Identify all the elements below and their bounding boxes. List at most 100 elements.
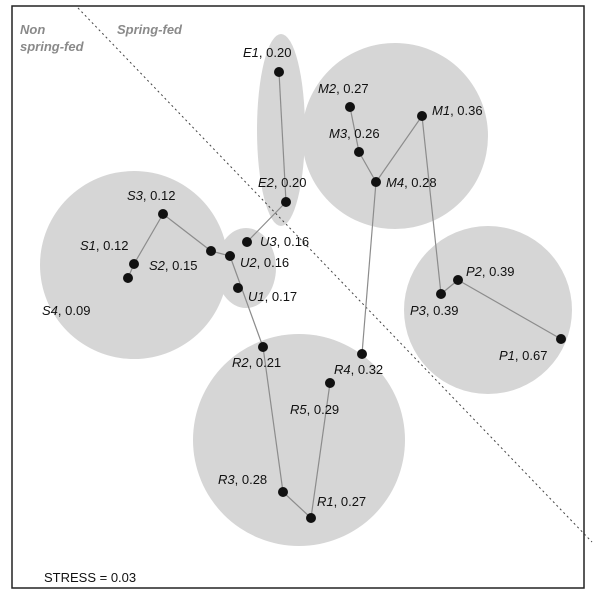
cluster-p <box>404 226 572 394</box>
point-label-p2: P2, 0.39 <box>466 264 514 279</box>
point-value: , 0.20 <box>274 175 307 190</box>
point-value: , 0.27 <box>334 494 367 509</box>
point-id: P1 <box>499 348 515 363</box>
point-label-p3: P3, 0.39 <box>410 303 458 318</box>
point-value: , 0.39 <box>426 303 459 318</box>
link-line-u3-e2 <box>246 201 287 243</box>
point-label-m4: M4, 0.28 <box>386 175 437 190</box>
point-label-u3: U3, 0.16 <box>260 234 309 249</box>
point-id: R4 <box>334 362 351 377</box>
point-value: , 0.26 <box>347 126 380 141</box>
point-value: , 0.12 <box>143 188 176 203</box>
point-u1 <box>233 283 243 293</box>
point-value: , 0.29 <box>307 402 340 417</box>
point-value: , 0.28 <box>404 175 437 190</box>
point-id: E1 <box>243 45 259 60</box>
sample-points <box>123 67 566 523</box>
cluster-r <box>193 334 405 546</box>
point-r1 <box>306 513 316 523</box>
point-id: U3 <box>260 234 277 249</box>
point-label-u2: U2, 0.16 <box>240 255 289 270</box>
point-label-m2: M2, 0.27 <box>318 81 369 96</box>
point-id: M2 <box>318 81 337 96</box>
point-p3 <box>436 289 446 299</box>
trajectory-line-s <box>133 213 164 265</box>
trajectory-line-m <box>358 151 377 183</box>
point-value: , 0.16 <box>277 234 310 249</box>
point-value: , 0.32 <box>351 362 384 377</box>
point-label-p1: P1, 0.67 <box>499 348 547 363</box>
region-label-spring-fed-left: spring-fed <box>20 39 85 54</box>
point-id: R3 <box>218 472 235 487</box>
point-u2 <box>225 251 235 261</box>
point-id: M3 <box>329 126 348 141</box>
point-id: S2 <box>149 258 166 273</box>
point-r5 <box>325 378 335 388</box>
point-label-m1: M1, 0.36 <box>432 103 483 118</box>
point-m3 <box>354 147 364 157</box>
point-id: M4 <box>386 175 404 190</box>
point-s1 <box>129 259 139 269</box>
link-line-m1-p3 <box>421 115 442 295</box>
trajectory-line-r <box>310 382 331 519</box>
region-label-non: Non <box>20 22 45 37</box>
cluster-m <box>302 43 488 229</box>
point-label-r5: R5, 0.29 <box>290 402 339 417</box>
point-id: P2 <box>466 264 483 279</box>
point-r2 <box>258 342 268 352</box>
point-label-s2: S2, 0.15 <box>149 258 197 273</box>
stress-value: STRESS = 0.03 <box>44 570 136 585</box>
point-s3 <box>158 209 168 219</box>
point-e2 <box>281 197 291 207</box>
trajectory-line-s <box>162 213 212 252</box>
point-p1 <box>556 334 566 344</box>
trajectory-line-p <box>457 279 562 340</box>
point-value: , 0.20 <box>259 45 292 60</box>
point-s2 <box>206 246 216 256</box>
cluster-u <box>216 228 276 308</box>
point-value: , 0.28 <box>235 472 268 487</box>
point-value: , 0.16 <box>257 255 290 270</box>
point-m2 <box>345 102 355 112</box>
point-p2 <box>453 275 463 285</box>
point-id: R1 <box>317 494 334 509</box>
point-value: , 0.17 <box>265 289 298 304</box>
point-id: R5 <box>290 402 307 417</box>
point-u3 <box>242 237 252 247</box>
point-s4 <box>123 273 133 283</box>
point-id: U1 <box>248 289 265 304</box>
point-id: U2 <box>240 255 257 270</box>
point-label-u1: U1, 0.17 <box>248 289 297 304</box>
point-value: , 0.09 <box>58 303 91 318</box>
point-label-r1: R1, 0.27 <box>317 494 366 509</box>
point-value: , 0.15 <box>165 258 198 273</box>
trajectory-lines <box>127 71 562 519</box>
region-label-spring-fed-right: Spring-fed <box>117 22 183 37</box>
spring-fed-divider-line <box>77 7 593 543</box>
point-label-s1: S1, 0.12 <box>80 238 128 253</box>
trajectory-line-r <box>282 491 312 519</box>
point-r3 <box>278 487 288 497</box>
point-value: , 0.67 <box>515 348 548 363</box>
point-m4 <box>371 177 381 187</box>
point-label-e2: E2, 0.20 <box>258 175 306 190</box>
point-value: , 0.36 <box>450 103 483 118</box>
point-label-e1: E1, 0.20 <box>243 45 291 60</box>
trajectory-line-r <box>262 346 284 493</box>
point-value: , 0.21 <box>249 355 282 370</box>
point-label-r4: R4, 0.32 <box>334 362 383 377</box>
trajectory-line-m <box>375 115 423 183</box>
point-value: , 0.27 <box>336 81 369 96</box>
point-id: S1 <box>80 238 96 253</box>
point-label-r2: R2, 0.21 <box>232 355 281 370</box>
link-line-u2-r2 <box>229 255 264 348</box>
cluster-group <box>40 34 572 546</box>
point-value: , 0.39 <box>482 264 515 279</box>
link-line-m4-r4 <box>361 181 377 355</box>
point-id: S3 <box>127 188 144 203</box>
point-id: S4 <box>42 303 58 318</box>
point-m1 <box>417 111 427 121</box>
